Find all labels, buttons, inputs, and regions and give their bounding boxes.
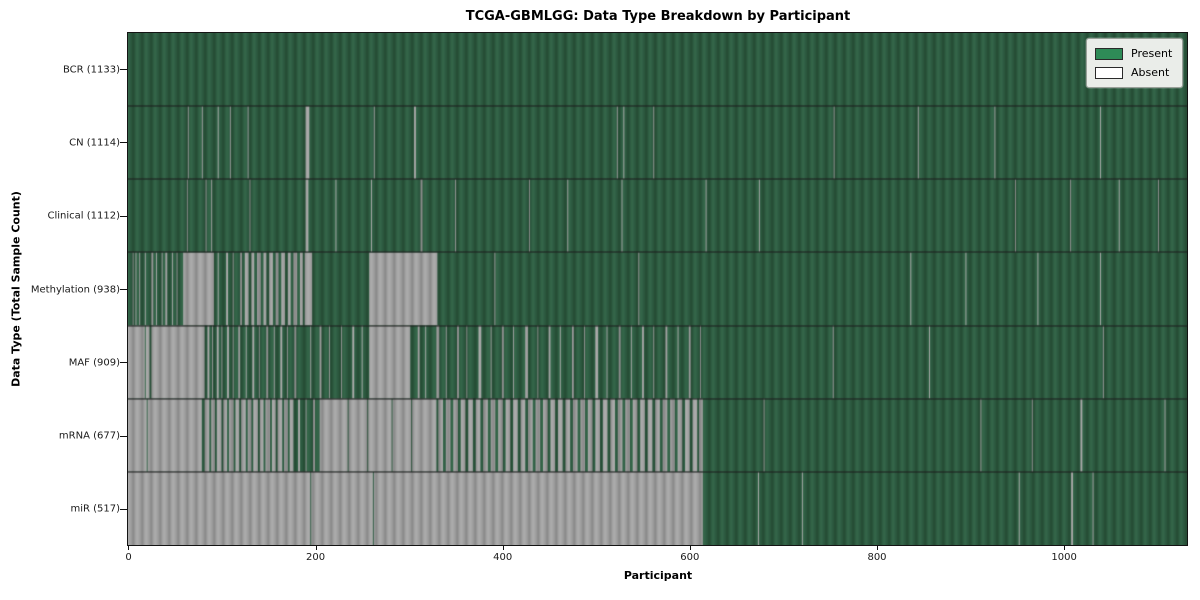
y-tick [120,362,127,363]
chart-canvas [128,33,1187,545]
x-tick-label-200: 200 [306,552,326,563]
x-axis-label: Participant [623,569,693,582]
y-tick-label-mrna: mRNA (677) [58,430,120,442]
y-tick [120,509,127,510]
x-tick [1064,546,1066,550]
x-tick [128,546,129,550]
y-axis-label: Data Type (Total Sample Count) [9,191,23,387]
y-tick [120,216,127,217]
y-tick-label-bcr: BCR (1133) [62,64,120,76]
x-tick [689,546,691,550]
x-tick-label-800: 800 [867,552,887,563]
y-tick-label-maf: MAF (909) [68,357,120,369]
chart-title: TCGA-GBMLGG: Data Type Breakdown by Part… [465,9,851,24]
plot-area [127,32,1188,546]
x-tick [315,546,317,550]
absent-swatch [1095,66,1123,79]
legend-label-present: Present [1131,47,1173,60]
x-tick-label-1000: 1000 [1051,552,1077,563]
legend-item-absent: Absent [1095,63,1172,82]
x-tick [502,546,504,550]
x-tick [877,546,878,550]
legend-item-present: Present [1095,44,1172,63]
y-tick-label-mir: miR (517) [70,503,120,515]
x-tick-label-600: 600 [680,552,700,563]
present-swatch [1095,47,1123,60]
y-tick [120,142,127,143]
x-tick-label-400: 400 [493,552,513,563]
y-tick [120,289,127,290]
legend-label-absent: Absent [1131,66,1170,79]
y-tick-label-cn: CN (1114) [69,137,120,149]
legend: Present Absent [1086,38,1184,88]
y-tick [120,436,127,437]
y-tick-label-methylation: Methylation (938) [30,284,120,295]
y-tick [120,69,127,70]
x-tick-label-0: 0 [125,552,132,563]
y-tick-label-clinical: Clinical (1112) [47,210,121,222]
